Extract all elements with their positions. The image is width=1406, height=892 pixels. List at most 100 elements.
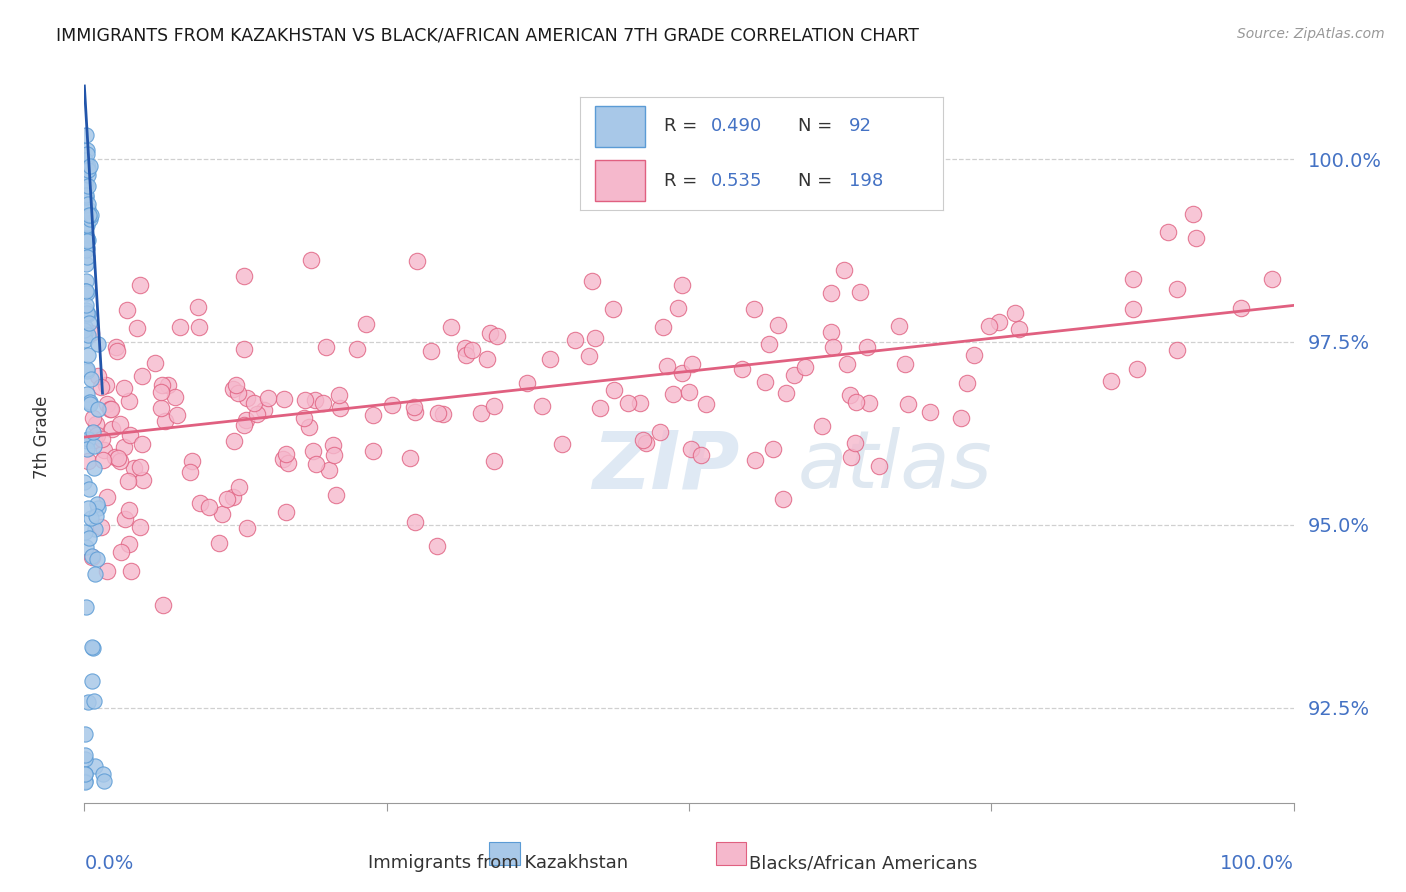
Point [655,359,678,373]
Point [835,357,858,371]
Point [731,362,754,376]
Point [80,510,103,524]
Point [90,380,112,394]
Point [987,315,1010,329]
Point [83,694,105,708]
Point [432,407,454,421]
Point [75,257,97,271]
Point [76,327,98,342]
Point [96,564,118,578]
Point [381,398,404,412]
Point [80,674,103,689]
Point [246,407,269,421]
Point [84,509,107,524]
Point [75,319,97,334]
Point [1185,231,1208,245]
Point [648,425,671,439]
Point [77,532,100,546]
Point [328,387,350,401]
Point [77,160,100,174]
Point [75,284,97,298]
Point [96,397,118,411]
Point [346,342,368,356]
Text: Immigrants from Kazakhstan: Immigrants from Kazakhstan [368,854,628,872]
Point [783,368,806,383]
Point [75,524,97,539]
Point [329,401,352,416]
Point [744,452,766,467]
Point [772,492,794,507]
Point [453,341,475,355]
Point [602,302,624,317]
FancyBboxPatch shape [716,841,745,865]
Point [1122,301,1144,316]
Point [79,395,101,409]
Point [1261,272,1284,286]
Point [1004,306,1026,320]
Point [75,334,97,348]
Point [766,318,789,332]
Point [221,490,243,504]
Point [84,566,107,581]
Point [73,285,96,299]
Point [82,641,104,656]
Point [897,397,920,411]
Point [589,401,612,415]
Point [274,505,297,519]
Point [86,427,108,442]
Point [76,362,98,376]
Point [856,340,879,354]
Point [84,417,107,432]
Point [75,600,97,615]
Point [94,378,117,392]
Point [118,537,141,551]
Point [426,406,449,420]
Point [277,456,299,470]
Point [356,317,378,331]
Point [235,413,257,427]
Point [152,598,174,612]
Point [76,178,98,193]
Point [76,696,98,710]
Point [236,392,259,406]
Point [963,348,986,362]
Point [868,459,890,474]
Point [80,326,103,340]
Point [75,302,97,317]
Point [104,340,127,354]
Point [75,178,97,192]
Point [402,400,425,414]
Point [75,274,97,288]
Point [75,775,97,789]
Point [120,565,142,579]
Point [920,405,942,419]
Point [76,234,98,248]
FancyBboxPatch shape [489,841,520,865]
Point [75,298,97,312]
Point [820,325,842,339]
Point [811,419,834,434]
Point [454,348,477,362]
Point [294,392,316,407]
Point [305,457,328,471]
Point [225,378,247,392]
Point [758,336,780,351]
Point [76,307,98,321]
Point [304,392,326,407]
Point [666,301,689,315]
Point [678,384,700,399]
Point [197,500,219,515]
Point [661,386,683,401]
Point [83,433,105,447]
Point [235,521,257,535]
Point [76,143,98,157]
Point [754,375,776,389]
Point [419,344,441,359]
Point [75,153,97,168]
Point [312,395,335,409]
Point [75,188,97,202]
Text: 0.0%: 0.0% [84,854,134,873]
Point [118,427,141,442]
Point [1157,225,1180,239]
Point [76,202,98,216]
